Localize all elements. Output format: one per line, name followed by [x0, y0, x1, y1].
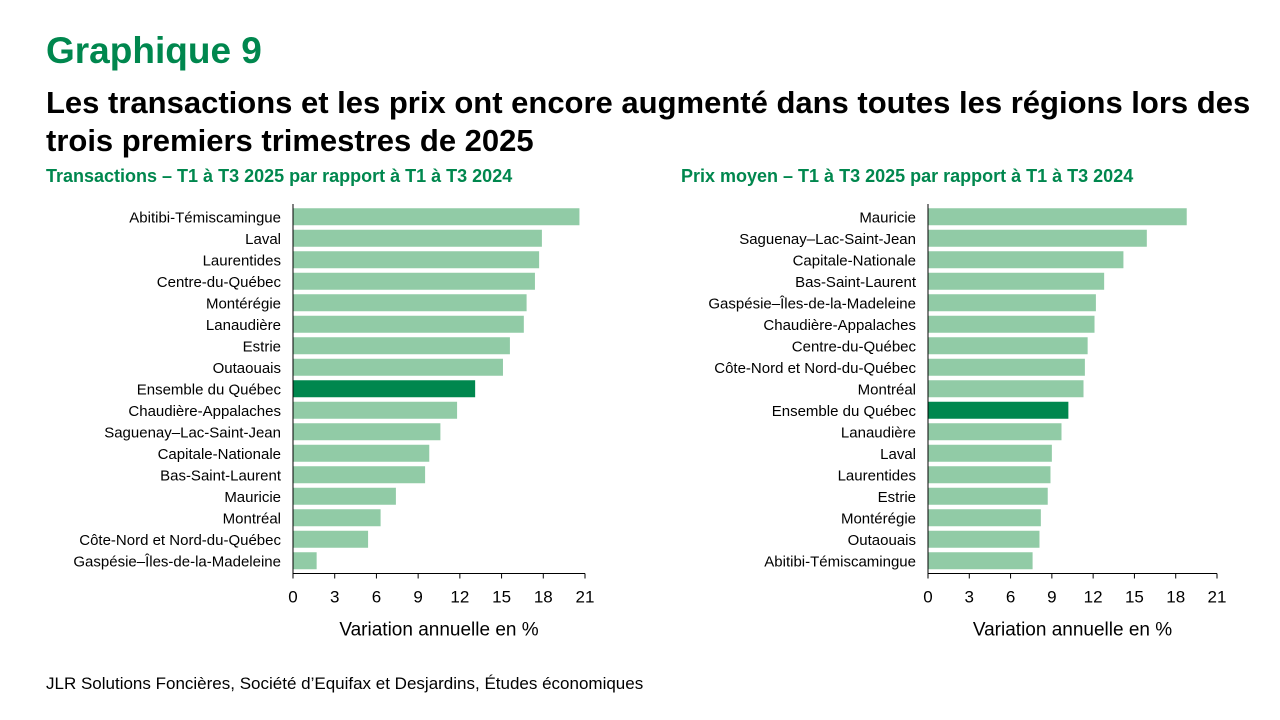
category-label: Mauricie	[224, 489, 281, 506]
x-tick-label: 9	[413, 588, 422, 607]
bar-10	[293, 401, 458, 419]
x-tick-label: 15	[492, 588, 511, 607]
transactions-subtitle: Transactions – T1 à T3 2025 par rapport …	[46, 166, 513, 186]
bar-9	[293, 380, 476, 398]
x-tick-label: 15	[1125, 588, 1144, 607]
bar-11	[928, 423, 1062, 441]
category-label: Laurentides	[838, 467, 916, 484]
category-label: Laurentides	[203, 252, 281, 269]
x-tick-label: 9	[1047, 588, 1056, 607]
x-tick-label: 0	[923, 588, 932, 607]
category-label: Saguenay–Lac-Saint-Jean	[104, 424, 281, 441]
x-tick-label: 21	[1208, 588, 1227, 607]
bar-14	[293, 487, 396, 505]
x-tick-label: 18	[534, 588, 553, 607]
category-label: Outaouais	[848, 532, 916, 549]
category-label: Gaspésie–Îles-de-la-Madeleine	[708, 295, 916, 312]
category-label: Montréal	[858, 381, 916, 398]
price-chart: Mauricie Saguenay–Lac-Saint-Jean Capitale-…	[708, 204, 1227, 641]
bar-13	[928, 466, 1051, 484]
x-tick-label: 3	[330, 588, 339, 607]
category-label: Capitale-Nationale	[158, 446, 281, 463]
bar-4	[293, 272, 535, 290]
bar-1	[928, 208, 1187, 226]
category-label: Gaspésie–Îles-de-la-Madeleine	[73, 553, 281, 570]
x-tick-label: 21	[576, 588, 595, 607]
x-tick-label: 18	[1166, 588, 1185, 607]
source-note: JLR Solutions Foncières, Société d’Equif…	[46, 674, 644, 693]
x-tick-label: 12	[1084, 588, 1103, 607]
bar-1	[293, 208, 580, 226]
bar-7	[293, 337, 510, 355]
bar-4	[928, 272, 1105, 290]
x-tick-label: 6	[1006, 588, 1015, 607]
bar-14	[928, 487, 1048, 505]
category-label: Outaouais	[213, 360, 281, 377]
category-label: Lanaudière	[841, 424, 916, 441]
chart-title: Les transactions et les prix ont encore …	[46, 85, 1251, 158]
price-subtitle: Prix moyen – T1 à T3 2025 par rapport à …	[681, 166, 1134, 186]
x-tick-label: 6	[372, 588, 381, 607]
graph-label: Graphique 9	[46, 30, 262, 71]
bar-13	[293, 466, 426, 484]
category-label: Abitibi-Témiscamingue	[129, 209, 281, 226]
category-label: Laval	[245, 231, 281, 248]
bar-10	[928, 401, 1069, 419]
bar-15	[293, 509, 381, 527]
bar-12	[293, 444, 430, 462]
x-axis-label: Variation annuelle en %	[339, 620, 538, 641]
bar-3	[293, 251, 540, 269]
bar-6	[293, 315, 524, 333]
category-label: Montréal	[223, 510, 281, 527]
category-label: Ensemble du Québec	[137, 381, 282, 398]
category-label: Lanaudière	[206, 317, 281, 334]
bar-5	[293, 294, 527, 312]
category-label: Chaudière-Appalaches	[763, 317, 916, 334]
category-label: Montérégie	[206, 295, 281, 312]
x-tick-label: 0	[288, 588, 297, 607]
bar-2	[293, 229, 542, 247]
bar-17	[293, 552, 317, 570]
bar-12	[928, 444, 1052, 462]
category-label: Ensemble du Québec	[772, 403, 917, 420]
bar-7	[928, 337, 1088, 355]
bar-9	[928, 380, 1084, 398]
x-axis-label: Variation annuelle en %	[973, 620, 1172, 641]
category-label: Bas-Saint-Laurent	[160, 467, 282, 484]
bar-3	[928, 251, 1124, 269]
category-label: Capitale-Nationale	[793, 252, 916, 269]
bar-8	[293, 358, 503, 376]
category-label: Côte-Nord et Nord-du-Québec	[79, 532, 281, 549]
bar-16	[928, 530, 1040, 548]
bar-16	[293, 530, 369, 548]
category-label: Montérégie	[841, 510, 916, 527]
category-label: Mauricie	[859, 209, 916, 226]
bar-11	[293, 423, 441, 441]
category-label: Centre-du-Québec	[792, 338, 917, 355]
category-label: Estrie	[243, 338, 281, 355]
category-label: Centre-du-Québec	[157, 274, 282, 291]
bar-8	[928, 358, 1085, 376]
bar-2	[928, 229, 1147, 247]
category-label: Bas-Saint-Laurent	[795, 274, 917, 291]
x-tick-label: 3	[965, 588, 974, 607]
x-tick-label: 12	[450, 588, 469, 607]
category-label: Laval	[880, 446, 916, 463]
category-label: Estrie	[878, 489, 916, 506]
bar-6	[928, 315, 1095, 333]
bar-15	[928, 509, 1041, 527]
category-label: Côte-Nord et Nord-du-Québec	[714, 360, 916, 377]
bar-5	[928, 294, 1096, 312]
bar-17	[928, 552, 1033, 570]
category-label: Abitibi-Témiscamingue	[764, 553, 916, 570]
transactions-chart: Abitibi-Témiscamingue Laval Laurentides Cen…	[73, 204, 595, 641]
category-label: Saguenay–Lac-Saint-Jean	[739, 231, 916, 248]
category-label: Chaudière-Appalaches	[128, 403, 281, 420]
